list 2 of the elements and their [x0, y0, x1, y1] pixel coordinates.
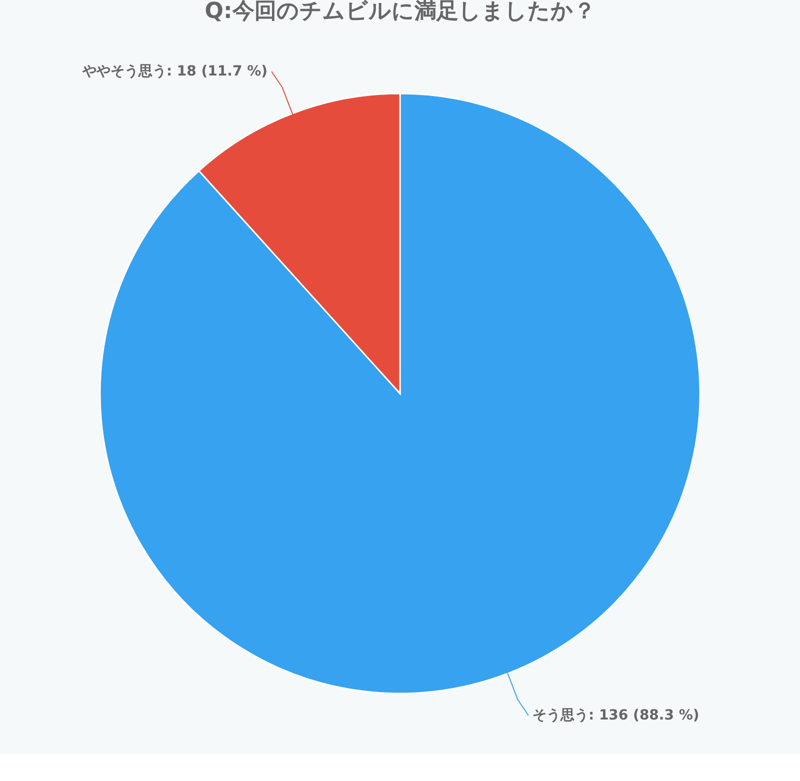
slice-label: ややそう思う: 18 (11.7 %)	[81, 64, 268, 80]
slice-label: そう思う: 136 (88.3 %)	[532, 708, 700, 724]
